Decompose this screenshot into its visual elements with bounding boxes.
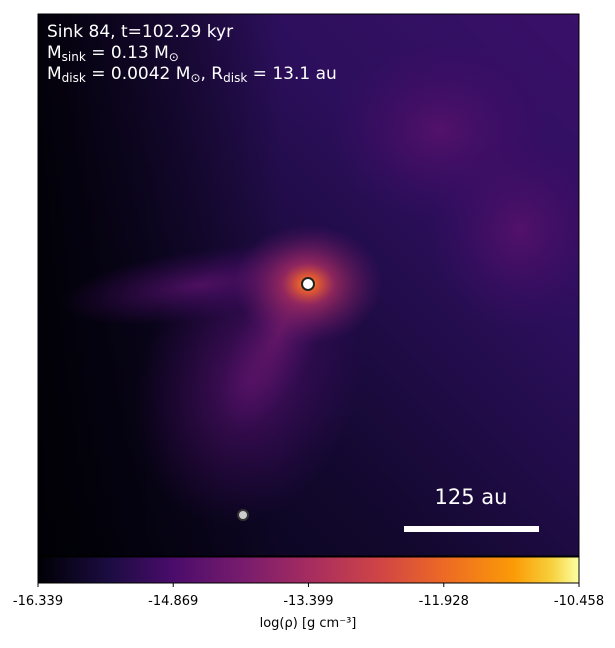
subscript: disk bbox=[223, 71, 247, 85]
colorbar-axis: -16.339 -14.869 -13.399 -11.928 -10.458 bbox=[13, 583, 604, 609]
text-piece: M bbox=[47, 43, 62, 63]
annotation-line: Msink = 0.13 M⊙ bbox=[47, 43, 179, 64]
text-piece: = 0.0042 M bbox=[86, 64, 191, 84]
sink-marker bbox=[301, 277, 315, 291]
text-piece: , R bbox=[201, 64, 224, 84]
annotation-line: Sink 84, t=102.29 kyr bbox=[47, 22, 233, 42]
scale-bar-label: 125 au bbox=[435, 485, 508, 509]
colorbar bbox=[37, 556, 580, 584]
tick-label: -14.869 bbox=[148, 594, 198, 609]
subscript: ⊙ bbox=[169, 50, 179, 64]
annotation-line: Mdisk = 0.0042 M⊙, Rdisk = 13.1 au bbox=[47, 64, 337, 85]
tick-label: -10.458 bbox=[554, 594, 604, 609]
subscript: ⊙ bbox=[190, 71, 200, 85]
text-piece: M bbox=[47, 64, 62, 84]
text-piece: Sink 84, t=102.29 kyr bbox=[47, 22, 233, 42]
text-piece: = 0.13 M bbox=[86, 43, 169, 63]
colorbar-label: log(ρ) [g cm⁻³] bbox=[260, 616, 357, 631]
tick-label: -16.339 bbox=[13, 594, 63, 609]
scale-bar bbox=[404, 526, 539, 532]
subscript: sink bbox=[62, 50, 86, 64]
density-map bbox=[38, 14, 579, 556]
tick-label: -13.399 bbox=[283, 594, 333, 609]
text-piece: = 13.1 au bbox=[247, 64, 337, 84]
plot-frame bbox=[37, 13, 580, 557]
subscript: disk bbox=[62, 71, 86, 85]
sink-marker bbox=[237, 509, 249, 521]
tick-label: -11.928 bbox=[419, 594, 469, 609]
